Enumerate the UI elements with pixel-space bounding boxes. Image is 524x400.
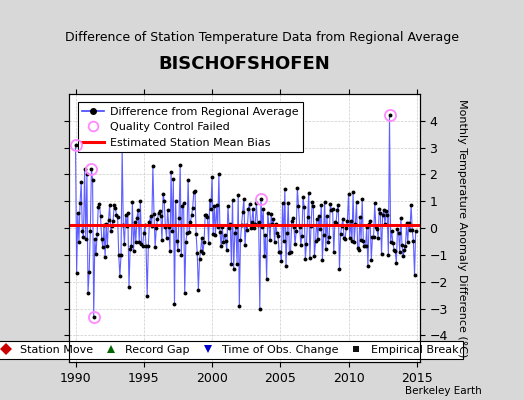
Title: BISCHOFSHOFEN: BISCHOFSHOFEN [158, 55, 330, 73]
Legend: Station Move, Record Gap, Time of Obs. Change, Empirical Break: Station Move, Record Gap, Time of Obs. C… [0, 340, 463, 360]
Text: Difference of Station Temperature Data from Regional Average: Difference of Station Temperature Data f… [65, 32, 459, 44]
Y-axis label: Monthly Temperature Anomaly Difference (°C): Monthly Temperature Anomaly Difference (… [457, 99, 467, 357]
Text: Berkeley Earth: Berkeley Earth [406, 386, 482, 396]
